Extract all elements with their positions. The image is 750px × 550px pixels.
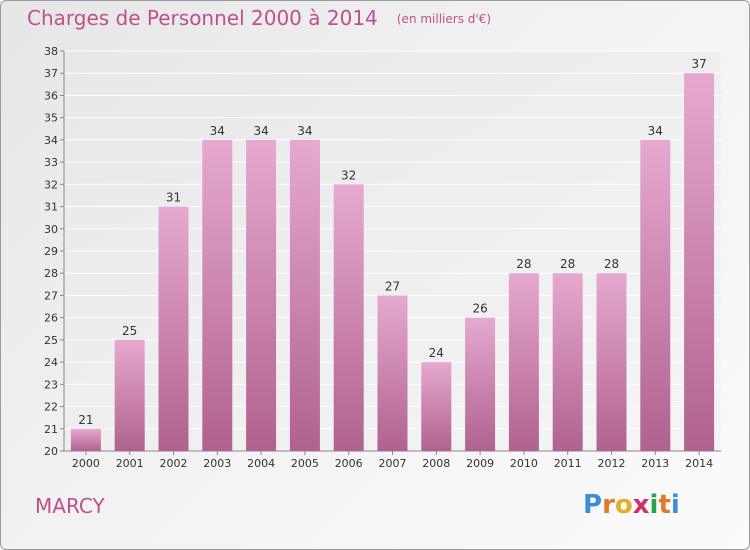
bar bbox=[465, 317, 496, 451]
bar bbox=[421, 362, 452, 451]
y-tick-label: 37 bbox=[44, 67, 58, 80]
y-tick-label: 20 bbox=[44, 445, 58, 458]
chart-title: Charges de Personnel 2000 à 2014 (en mil… bbox=[27, 6, 491, 30]
bar bbox=[202, 139, 233, 451]
data-label: 28 bbox=[560, 257, 575, 271]
x-tick-label: 2002 bbox=[160, 457, 188, 470]
data-label: 24 bbox=[429, 346, 444, 360]
x-tick-label: 2008 bbox=[422, 457, 450, 470]
y-tick-label: 27 bbox=[44, 289, 58, 302]
data-label: 27 bbox=[385, 279, 400, 293]
y-tick-label: 38 bbox=[44, 45, 58, 58]
x-tick-label: 2013 bbox=[641, 457, 669, 470]
logo-letter: i bbox=[649, 490, 659, 520]
bar bbox=[70, 428, 101, 451]
bar bbox=[596, 273, 627, 451]
bar bbox=[508, 273, 539, 451]
data-label: 34 bbox=[253, 124, 268, 138]
data-label: 21 bbox=[78, 413, 93, 427]
bar bbox=[377, 295, 408, 451]
data-label: 32 bbox=[341, 168, 356, 182]
bar bbox=[114, 339, 145, 451]
logo-letter: x bbox=[632, 490, 650, 520]
title-unit: (en milliers d'€) bbox=[396, 12, 491, 26]
data-label: 34 bbox=[648, 124, 663, 138]
x-tick-label: 2004 bbox=[247, 457, 275, 470]
data-label: 37 bbox=[691, 57, 706, 71]
x-tick-label: 2009 bbox=[466, 457, 494, 470]
x-tick-label: 2014 bbox=[685, 457, 713, 470]
data-label: 28 bbox=[516, 257, 531, 271]
data-label: 26 bbox=[472, 302, 487, 316]
logo-letter: t bbox=[658, 490, 671, 520]
y-tick-label: 35 bbox=[44, 112, 58, 125]
y-tick-label: 22 bbox=[44, 401, 58, 414]
proxiti-logo: Proxiti bbox=[583, 490, 680, 520]
bar bbox=[289, 139, 320, 451]
x-tick-label: 2000 bbox=[72, 457, 100, 470]
data-label: 25 bbox=[122, 324, 137, 338]
y-tick-label: 33 bbox=[44, 156, 58, 169]
y-tick-label: 25 bbox=[44, 334, 58, 347]
x-tick-label: 2012 bbox=[598, 457, 626, 470]
x-tick-label: 2007 bbox=[379, 457, 407, 470]
logo-letter: P bbox=[583, 490, 603, 520]
bar bbox=[158, 206, 189, 451]
y-tick-label: 34 bbox=[44, 134, 58, 147]
logo-letter: o bbox=[614, 490, 633, 520]
y-tick-label: 30 bbox=[44, 223, 58, 236]
bar bbox=[333, 184, 364, 452]
data-label: 34 bbox=[210, 124, 225, 138]
y-tick-label: 29 bbox=[44, 245, 58, 258]
bar bbox=[552, 273, 583, 451]
bar bbox=[246, 139, 277, 451]
data-label: 28 bbox=[604, 257, 619, 271]
data-label: 34 bbox=[297, 124, 312, 138]
commune-name: MARCY bbox=[35, 494, 105, 518]
y-tick-label: 36 bbox=[44, 89, 58, 102]
x-tick-label: 2005 bbox=[291, 457, 319, 470]
bar bbox=[640, 139, 671, 451]
x-tick-label: 2010 bbox=[510, 457, 538, 470]
y-tick-label: 31 bbox=[44, 201, 58, 214]
y-tick-label: 24 bbox=[44, 356, 58, 369]
y-tick-label: 21 bbox=[44, 423, 58, 436]
x-tick-label: 2001 bbox=[116, 457, 144, 470]
x-tick-label: 2006 bbox=[335, 457, 363, 470]
logo-letter: r bbox=[602, 490, 615, 520]
y-tick-label: 26 bbox=[44, 312, 58, 325]
data-label: 31 bbox=[166, 191, 181, 205]
y-tick-label: 28 bbox=[44, 267, 58, 280]
bar bbox=[684, 73, 715, 451]
x-tick-label: 2003 bbox=[203, 457, 231, 470]
title-text: Charges de Personnel 2000 à 2014 bbox=[27, 6, 378, 30]
logo-letter: i bbox=[670, 490, 680, 520]
y-tick-label: 32 bbox=[44, 178, 58, 191]
y-tick-label: 23 bbox=[44, 378, 58, 391]
x-tick-label: 2011 bbox=[554, 457, 582, 470]
